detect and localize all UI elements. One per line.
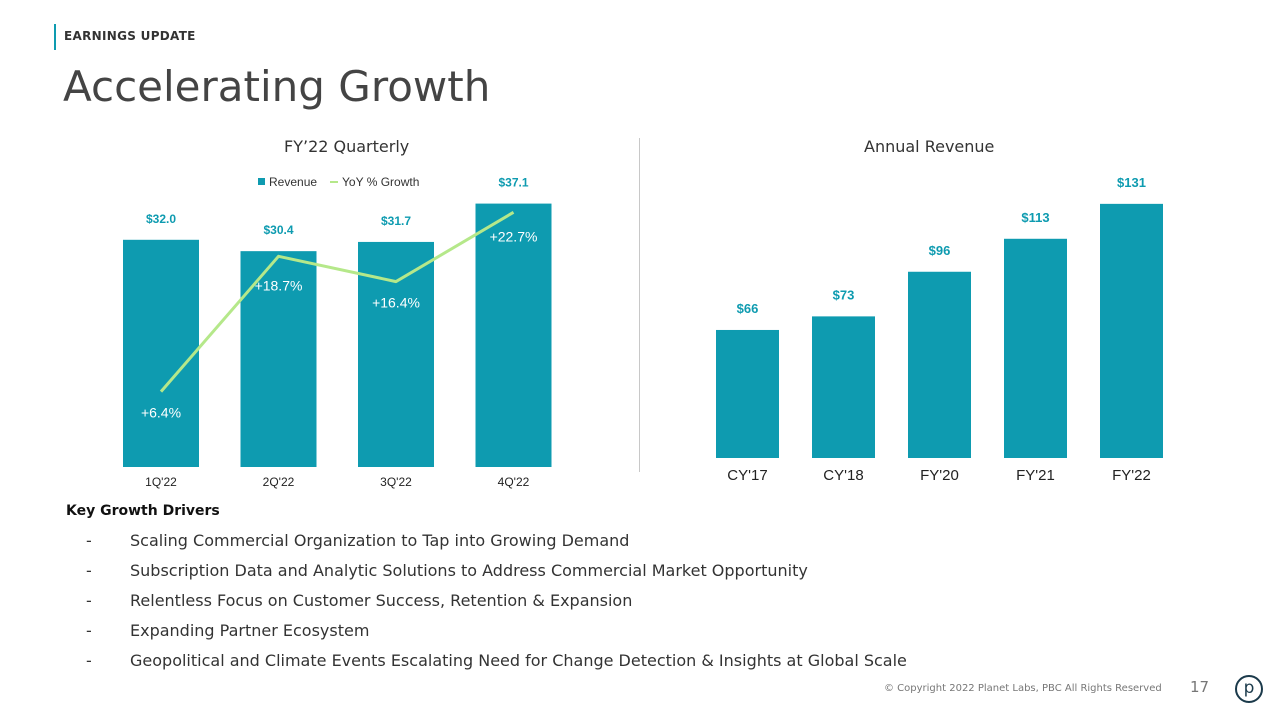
driver-text: Expanding Partner Ecosystem [130, 621, 370, 640]
drivers-list: - Scaling Commercial Organization to Tap … [86, 528, 907, 678]
annual-data-label: $131 [1117, 175, 1146, 190]
copyright-text: © Copyright 2022 Planet Labs, PBC All Ri… [884, 683, 1162, 694]
annual-data-label: $96 [929, 243, 951, 258]
x-tick-label: FY'21 [1016, 467, 1055, 484]
bullet-dash: - [86, 621, 92, 640]
annual-revenue-bar [812, 316, 875, 458]
annual-revenue-bar [716, 329, 779, 458]
legend-label-growth: YoY % Growth [342, 175, 419, 189]
x-tick-label: CY'17 [727, 467, 767, 484]
driver-text: Scaling Commercial Organization to Tap i… [130, 531, 630, 550]
bullet-dash: - [86, 591, 92, 610]
revenue-bar [123, 239, 199, 467]
revenue-bar [358, 241, 434, 467]
annual-chart-title: Annual Revenue [864, 137, 995, 156]
logo-letter: p [1243, 678, 1255, 698]
annual-data-label: $66 [737, 301, 759, 316]
bullet-dash: - [86, 651, 92, 670]
growth-data-label: +22.7% [490, 228, 538, 244]
growth-line [159, 211, 515, 393]
driver-text: Geopolitical and Climate Events Escalati… [130, 651, 907, 670]
chart-divider [639, 138, 640, 472]
x-tick-label: 3Q'22 [380, 475, 412, 489]
annual-data-label: $73 [833, 287, 855, 302]
annual-revenue-bar [908, 271, 971, 458]
bullet-dash: - [86, 531, 92, 550]
revenue-data-label: $37.1 [498, 176, 528, 190]
page-title: Accelerating Growth [63, 62, 491, 111]
x-tick-label: FY'20 [920, 467, 959, 484]
x-tick-label: FY'22 [1112, 467, 1151, 484]
revenue-data-label: $32.0 [146, 212, 176, 226]
quarterly-chart-title: FY’22 Quarterly [284, 137, 410, 156]
planet-logo: p [1235, 675, 1263, 703]
annual-revenue-bar [1100, 203, 1163, 458]
legend-label-revenue: Revenue [269, 175, 317, 189]
revenue-bar [475, 203, 552, 467]
annual-revenue-chart: $66 CY'17 $73 CY'18 $96 FY'20 $113 FY'21 $131 FY'… [716, 175, 1163, 484]
driver-text: Relentless Focus on Customer Success, Re… [130, 591, 633, 610]
x-tick-label: 4Q'22 [498, 475, 530, 489]
growth-data-label: +6.4% [141, 405, 181, 421]
bullet-dash: - [86, 561, 92, 580]
list-item: - Expanding Partner Ecosystem [86, 618, 907, 648]
page-number: 17 [1190, 678, 1210, 696]
growth-data-label: +16.4% [372, 295, 420, 311]
drivers-heading: Key Growth Drivers [66, 503, 220, 519]
driver-text: Subscription Data and Analytic Solutions… [130, 561, 808, 580]
list-item: - Geopolitical and Climate Events Escalat… [86, 648, 907, 678]
annual-data-label: $113 [1021, 210, 1049, 225]
x-tick-label: CY'18 [823, 467, 863, 484]
quarterly-revenue-chart: Revenue YoY % Growth $32.0 1Q'22 $30.4 2Q'22 $… [123, 175, 552, 489]
list-item: - Subscription Data and Analytic Solution… [86, 558, 907, 588]
x-tick-label: 1Q'22 [145, 475, 177, 489]
section-label: EARNINGS UPDATE [64, 29, 196, 43]
list-item: - Scaling Commercial Organization to Tap … [86, 528, 907, 558]
revenue-data-label: $31.7 [381, 214, 411, 228]
legend-swatch-revenue [258, 178, 265, 185]
annual-revenue-bar [1004, 238, 1067, 458]
revenue-data-label: $30.4 [263, 223, 293, 237]
list-item: - Relentless Focus on Customer Success, R… [86, 588, 907, 618]
x-tick-label: 2Q'22 [263, 475, 295, 489]
growth-data-label: +18.7% [255, 277, 303, 293]
section-accent-bar [54, 24, 56, 50]
